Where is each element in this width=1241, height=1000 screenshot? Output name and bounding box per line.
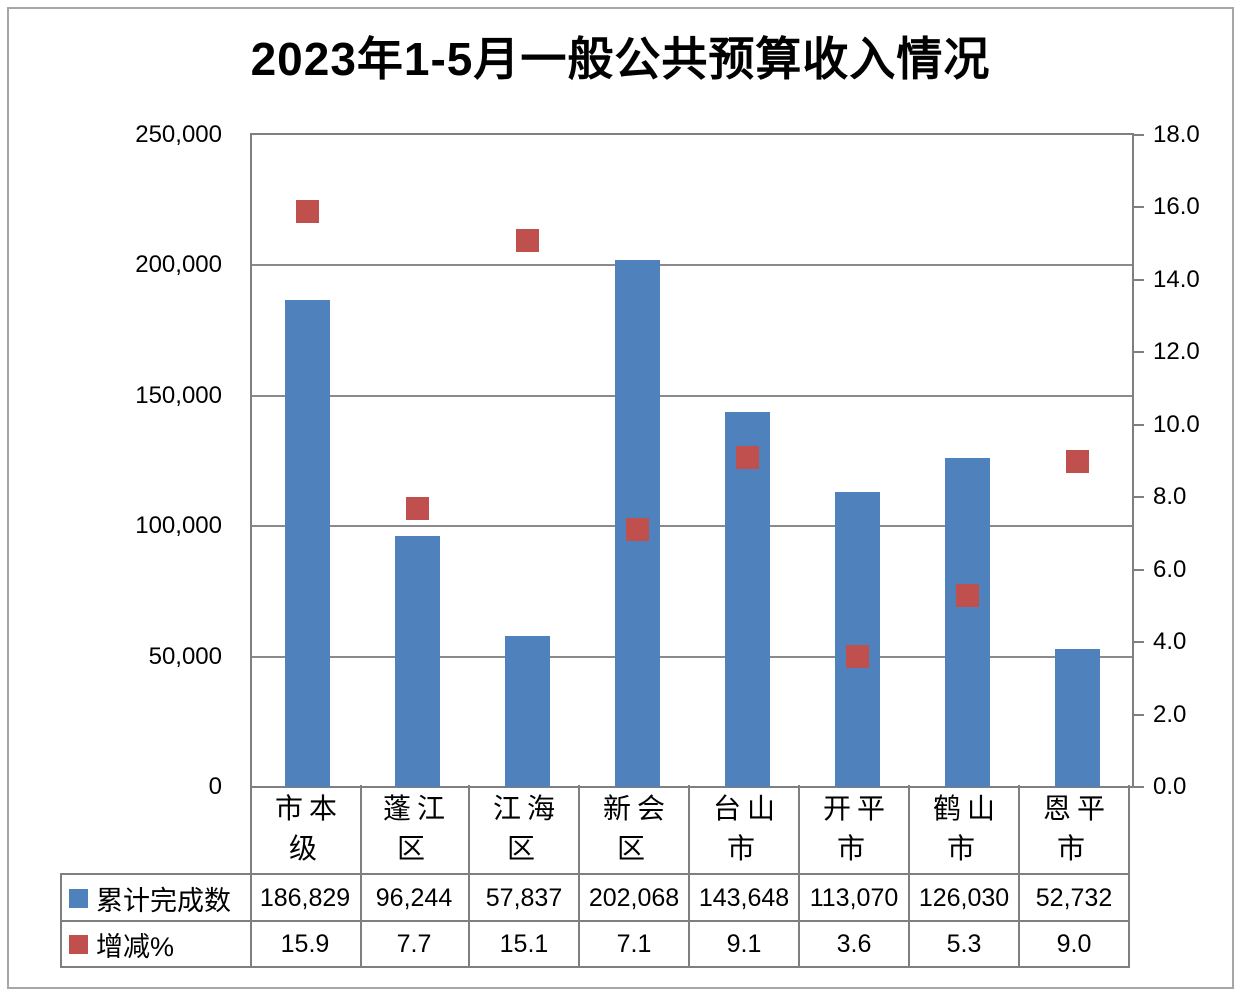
right-axis-tick: [1132, 641, 1144, 644]
right-axis-tick: [1132, 206, 1144, 209]
left-axis-tick-label: 0: [208, 773, 222, 800]
marker-市本级: [295, 199, 319, 223]
major-gridline: [252, 264, 1132, 267]
right-axis-tick: [1132, 496, 1144, 499]
bar-恩平市: [1054, 649, 1100, 787]
value-cell: 5.3: [910, 920, 1020, 968]
major-gridline: [252, 655, 1132, 658]
bar-鹤山市: [944, 458, 990, 787]
right-axis-tick: [1132, 423, 1144, 426]
value-cell: 57,837: [470, 873, 580, 922]
marker-江海区: [515, 228, 539, 252]
major-gridline: [252, 394, 1132, 397]
legend-key-swatch: [69, 934, 88, 954]
category-cell: 蓬江 区: [360, 785, 470, 875]
bar-开平市: [834, 492, 880, 787]
category-cell: 新会 区: [580, 785, 690, 875]
marker-新会区: [625, 518, 649, 542]
value-cell: 186,829: [250, 873, 362, 922]
right-axis-tick-label: 4.0: [1153, 628, 1187, 656]
right-axis-tick: [1132, 786, 1144, 788]
right-axis-tick-label: 14.0: [1153, 265, 1200, 293]
right-axis-tick-label: 6.0: [1153, 555, 1187, 583]
bar-江海区: [504, 636, 550, 787]
right-axis-tick: [1132, 568, 1144, 571]
right-axis-tick-label: 0.0: [1153, 773, 1187, 800]
category-cell: 开平 市: [800, 785, 910, 875]
category-cell: 江海 区: [470, 785, 580, 875]
plot-border: [250, 133, 1134, 787]
value-cell: 7.1: [580, 920, 690, 968]
value-cell: 9.0: [1020, 920, 1130, 968]
legend-key-swatch: [69, 889, 88, 908]
chart-outer-border: [7, 7, 1234, 989]
bar-台山市: [724, 412, 770, 787]
major-gridline: [252, 525, 1132, 528]
bar-蓬江区: [394, 535, 440, 787]
value-cell: 15.9: [250, 920, 362, 968]
left-axis-tick-label: 150,000: [135, 381, 222, 409]
right-axis-tick-label: 18.0: [1153, 121, 1200, 148]
right-axis-tick-label: 2.0: [1153, 700, 1187, 728]
value-cell: 96,244: [360, 873, 470, 922]
category-cell: 鹤山 市: [910, 785, 1020, 875]
marker-恩平市: [1065, 449, 1089, 473]
x-axis-line: [250, 786, 1134, 788]
right-axis-tick-label: 10.0: [1153, 410, 1200, 438]
right-axis-tick-label: 8.0: [1153, 483, 1187, 511]
value-cell: 3.6: [800, 920, 910, 968]
left-axis-tick-label: 200,000: [135, 251, 222, 279]
left-axis-tick-label: 50,000: [148, 642, 222, 670]
legend-cell: 增减%: [60, 920, 252, 968]
category-cell: 市本 级: [250, 785, 362, 875]
right-axis-tick: [1132, 278, 1144, 281]
right-axis-tick-label: 12.0: [1153, 338, 1200, 366]
chart-title: 2023年1-5月一般公共预算收入情况: [250, 33, 991, 85]
left-axis-tick-label: 250,000: [135, 121, 222, 148]
left-axis-tick-label: 100,000: [135, 512, 222, 540]
value-cell: 15.1: [470, 920, 580, 968]
value-cell: 202,068: [580, 873, 690, 922]
marker-开平市: [845, 645, 869, 669]
value-cell: 7.7: [360, 920, 470, 968]
marker-台山市: [735, 445, 759, 469]
right-axis-tick: [1132, 134, 1144, 136]
category-cell: 恩平 市: [1020, 785, 1130, 875]
value-cell: 113,070: [800, 873, 910, 922]
value-cell: 143,648: [690, 873, 800, 922]
right-axis-tick: [1132, 351, 1144, 354]
marker-鹤山市: [955, 583, 979, 607]
bar-市本级: [284, 299, 330, 787]
legend-cell: 累计完成数: [60, 873, 252, 922]
value-cell: 9.1: [690, 920, 800, 968]
right-axis-tick-label: 16.0: [1153, 193, 1200, 221]
legend-label: 增减%: [96, 931, 175, 962]
value-cell: 52,732: [1020, 873, 1130, 922]
right-axis-tick: [1132, 713, 1144, 716]
value-cell: 126,030: [910, 873, 1020, 922]
legend-label: 累计完成数: [96, 886, 231, 916]
marker-蓬江区: [405, 496, 429, 520]
category-cell: 台山 市: [690, 785, 800, 875]
